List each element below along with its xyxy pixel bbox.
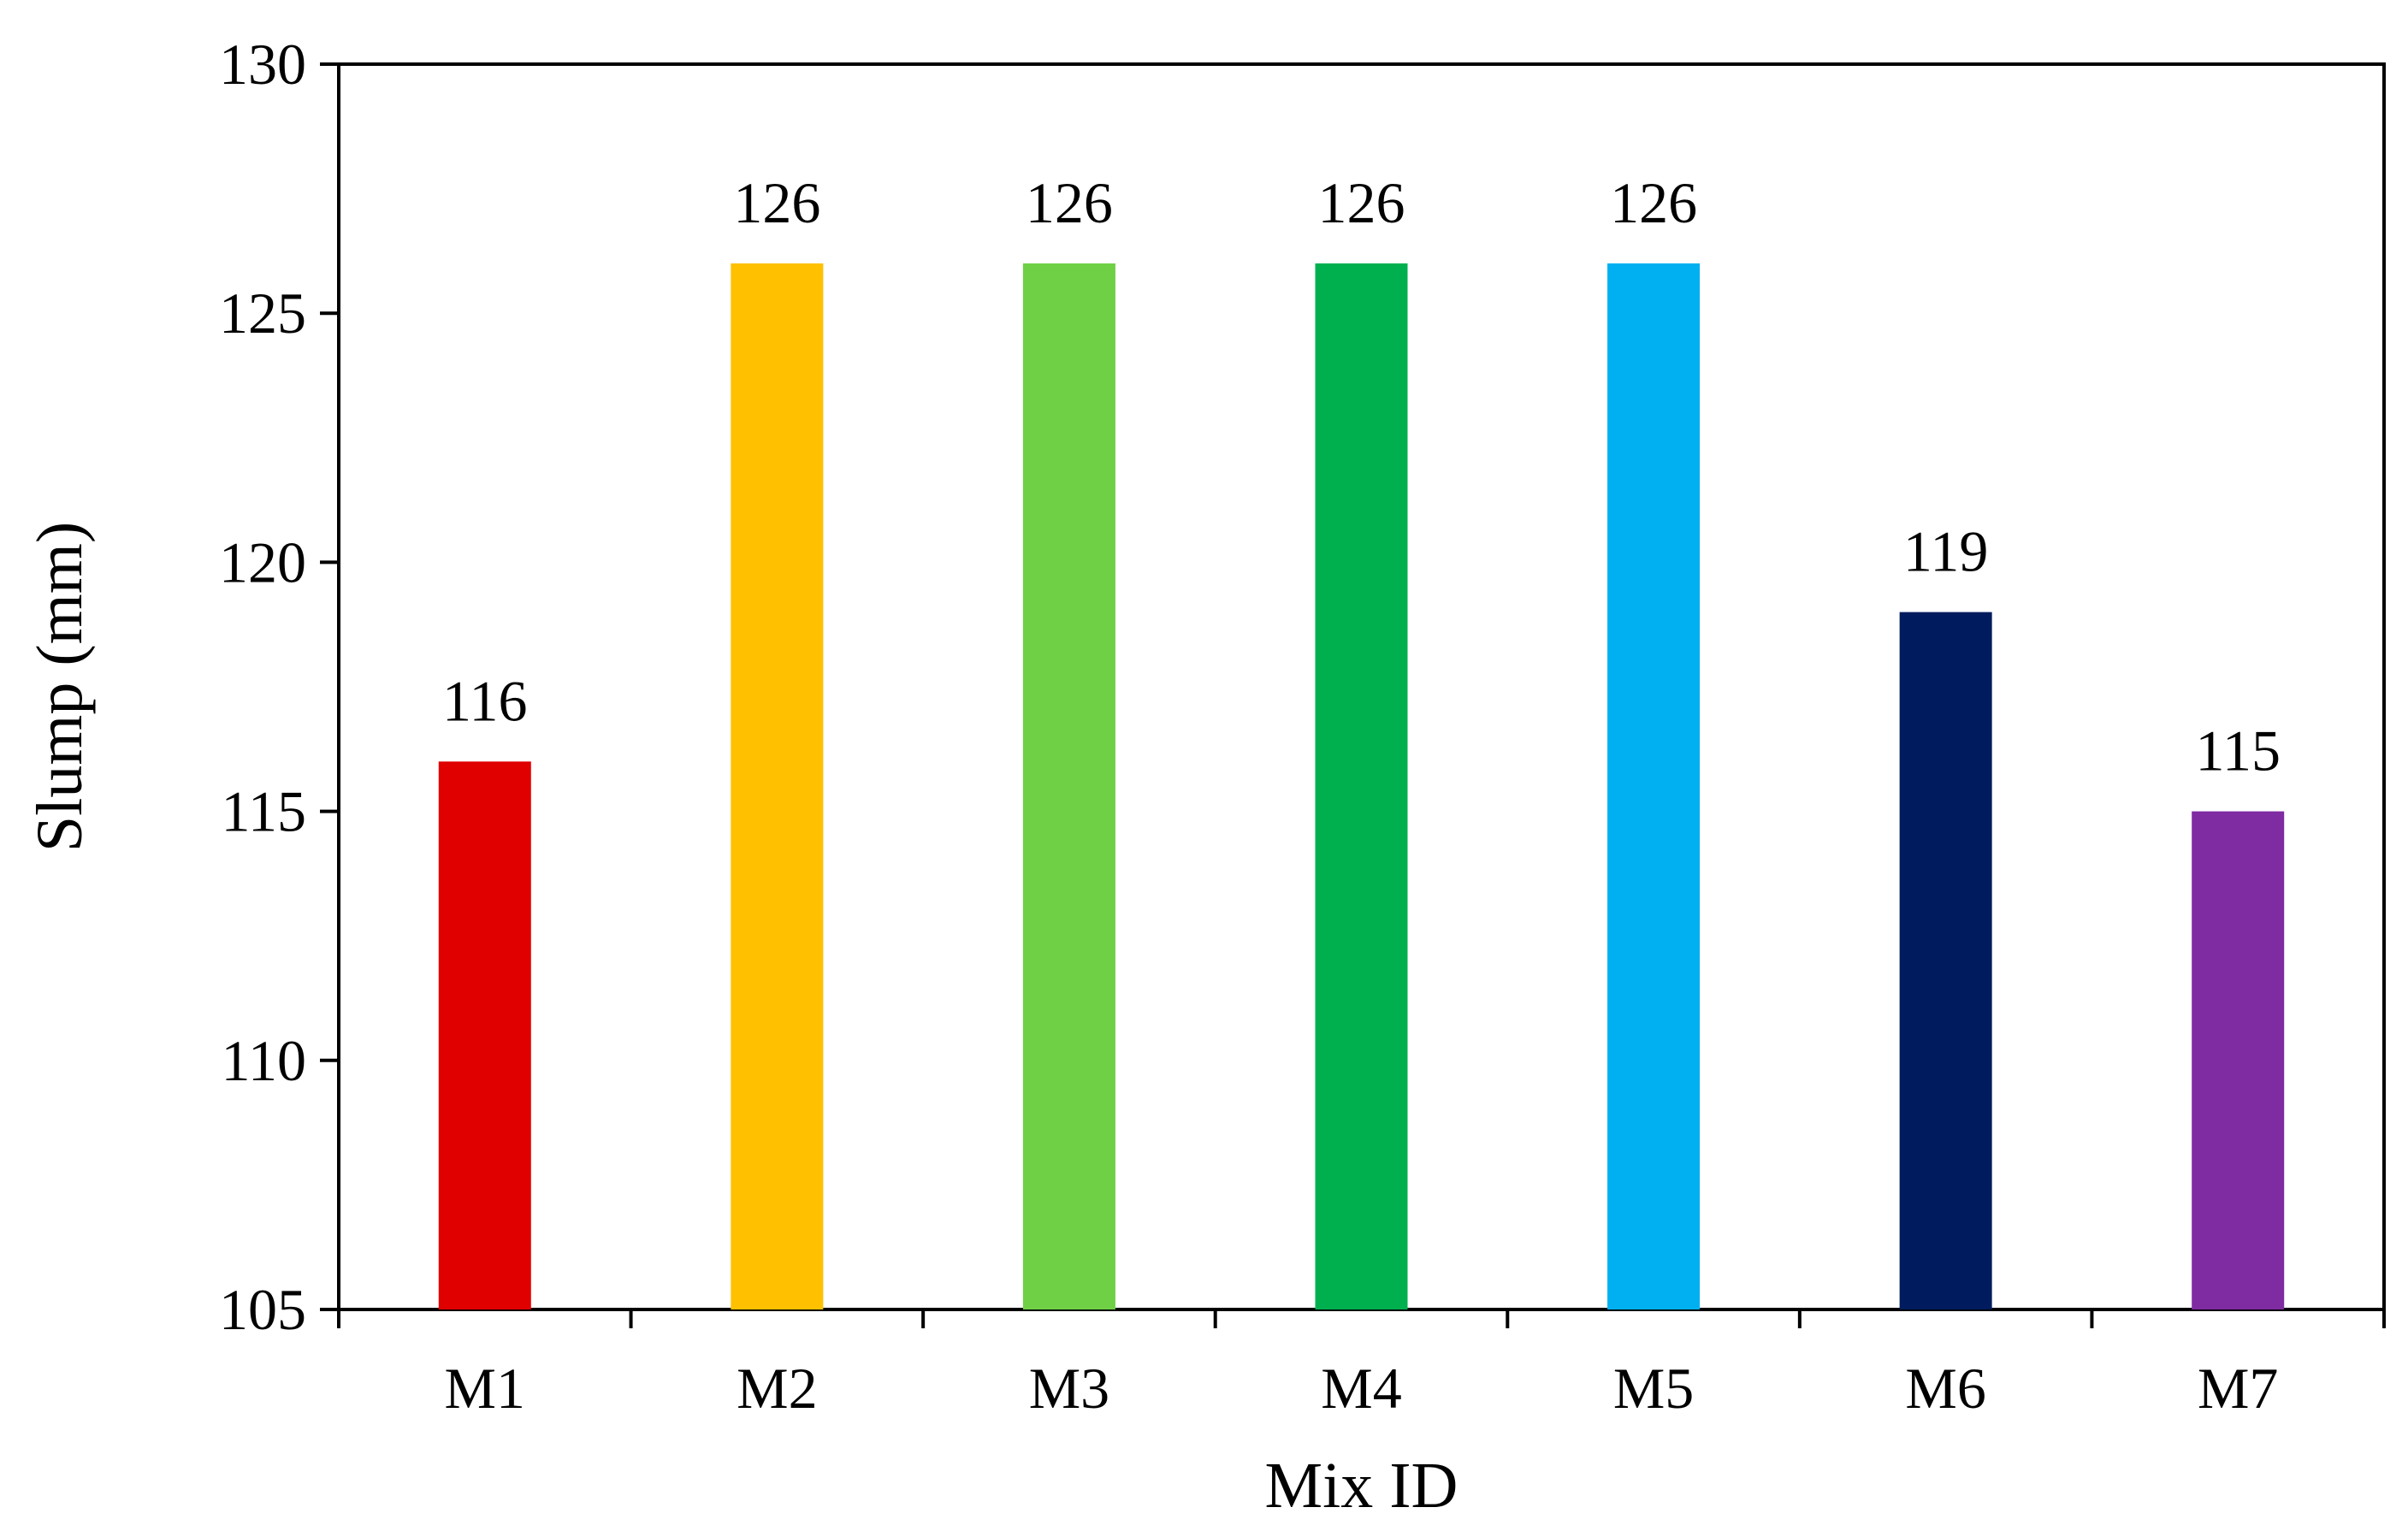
data-label: 115 [2195, 718, 2280, 783]
x-tick-label: M6 [1905, 1356, 1985, 1421]
x-tick-label: M3 [1029, 1356, 1109, 1421]
data-label: 126 [733, 170, 820, 235]
y-tick-label: 115 [222, 779, 306, 844]
x-tick-label: M5 [1613, 1356, 1694, 1421]
bar-m2 [731, 263, 824, 1310]
y-tick-label: 130 [219, 32, 306, 97]
y-tick-label: 125 [219, 281, 306, 346]
bar-m3 [1022, 263, 1115, 1310]
bar-m5 [1607, 263, 1701, 1310]
x-tick-label: M1 [445, 1356, 525, 1421]
y-tick-label: 120 [219, 529, 306, 594]
y-tick-label: 105 [219, 1277, 306, 1342]
bar-m7 [2192, 811, 2285, 1309]
data-label: 126 [1610, 170, 1697, 235]
bar-m1 [438, 761, 531, 1309]
bar-m4 [1315, 263, 1408, 1310]
data-label: 116 [442, 668, 527, 733]
x-tick-label: M4 [1321, 1356, 1401, 1421]
data-label: 126 [1026, 170, 1113, 235]
x-tick-label: M2 [737, 1356, 817, 1421]
y-tick-label: 110 [222, 1028, 306, 1093]
bar-series [438, 263, 2285, 1310]
x-tick-label: M7 [2198, 1356, 2278, 1421]
bar-m6 [1899, 612, 1992, 1309]
y-axis: 105 110 115 120 125 130 [219, 32, 339, 1342]
x-axis-title: Mix ID [1265, 1450, 1458, 1522]
x-axis: M1 M2 M3 M4 M5 M6 M7 [337, 1309, 2386, 1421]
data-label: 119 [1903, 519, 1988, 584]
data-labels: 116 126 126 126 126 119 115 [442, 170, 2281, 783]
data-label: 126 [1318, 170, 1405, 235]
y-axis-title: Slump (mm) [24, 522, 96, 852]
